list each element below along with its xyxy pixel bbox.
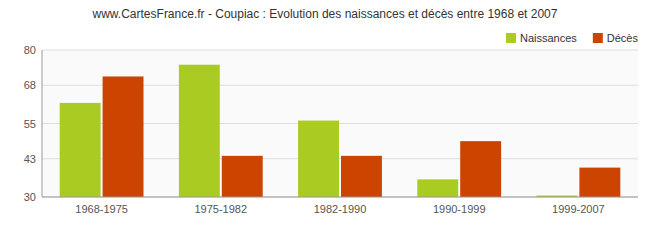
y-tick-label: 55 xyxy=(24,118,36,130)
y-axis xyxy=(42,50,43,197)
legend-item: Naissances xyxy=(506,32,577,44)
title: www.CartesFrance.fr - Coupiac : Evolutio… xyxy=(92,7,558,21)
bar xyxy=(60,103,101,197)
x-axis xyxy=(42,197,638,198)
x-tick-label: 1982-1990 xyxy=(314,203,367,215)
legend-item: Décès xyxy=(593,32,639,44)
y-tick-label: 30 xyxy=(24,191,36,203)
bar xyxy=(103,76,144,197)
bar xyxy=(298,121,339,197)
legend: Naissances Décès xyxy=(506,32,639,44)
plot-area xyxy=(42,50,638,197)
bar xyxy=(222,156,263,197)
x-tick-label: 1975-1982 xyxy=(194,203,247,215)
legend-swatch xyxy=(506,33,516,43)
y-tick-label: 80 xyxy=(24,44,36,56)
grid-line xyxy=(42,50,638,51)
x-tick-label: 1999-2007 xyxy=(552,203,605,215)
bar xyxy=(179,65,220,197)
x-tick-label: 1990-1999 xyxy=(433,203,486,215)
x-tick-label: 1968-1975 xyxy=(75,203,128,215)
y-tick-label: 43 xyxy=(24,153,36,165)
bar xyxy=(341,156,382,197)
bar xyxy=(417,179,458,197)
y-tick-label: 68 xyxy=(24,79,36,91)
chart: www.CartesFrance.fr - Coupiac : Evolutio… xyxy=(0,0,650,229)
bar xyxy=(460,141,501,197)
legend-label: Décès xyxy=(607,32,639,44)
grid-line xyxy=(42,197,638,198)
legend-label: Naissances xyxy=(520,32,577,44)
bar xyxy=(579,168,620,197)
legend-swatch xyxy=(593,33,603,43)
bars xyxy=(60,65,621,197)
